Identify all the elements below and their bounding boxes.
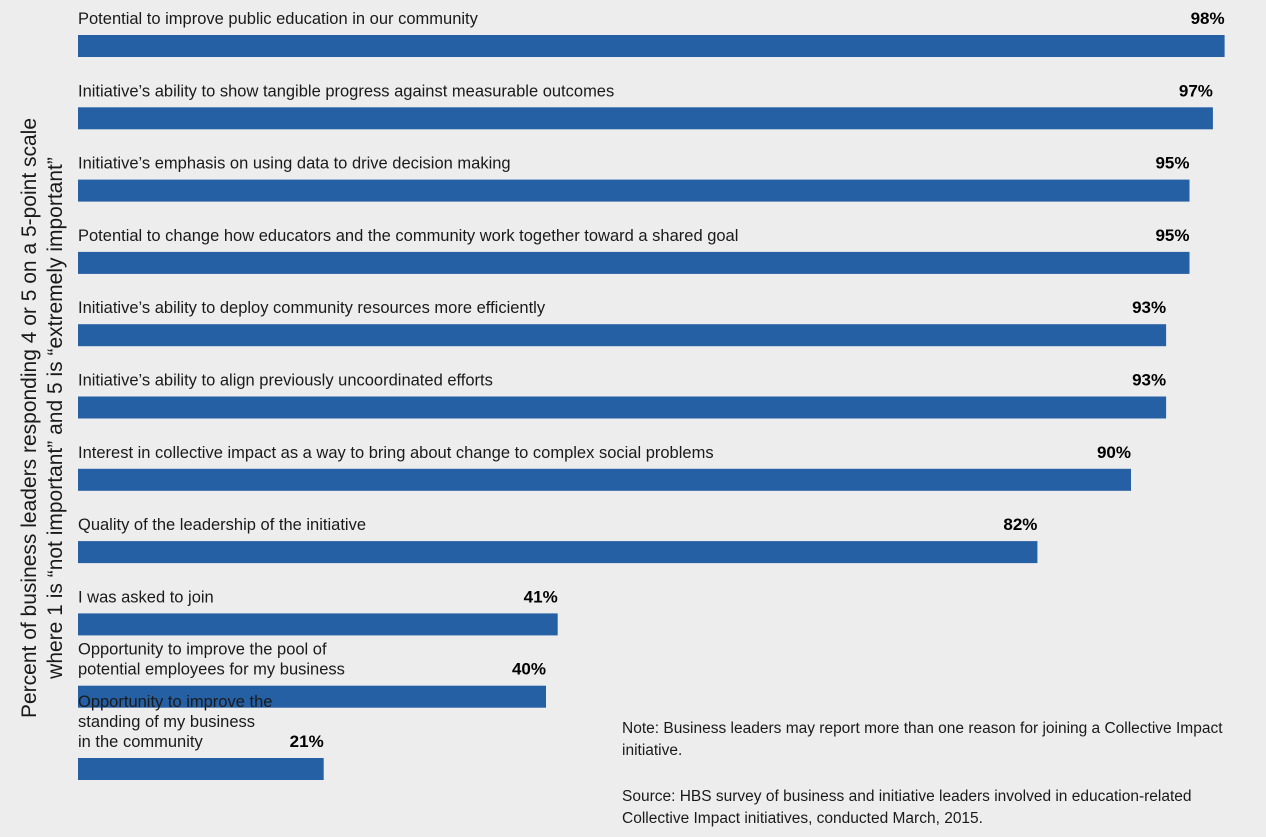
bar bbox=[78, 251, 1190, 274]
bars-group: Potential to improve public education in… bbox=[78, 9, 1225, 780]
bar bbox=[78, 468, 1131, 491]
value-label: 21% bbox=[290, 732, 324, 751]
category-label: Initiative’s emphasis on using data to d… bbox=[78, 155, 511, 173]
category-label: Potential to change how educators and th… bbox=[78, 227, 738, 245]
category-label: Initiative’s ability to align previously… bbox=[78, 372, 493, 390]
y-axis-title-line: Percent of business leaders responding 4… bbox=[18, 118, 41, 718]
value-label: 90% bbox=[1097, 443, 1131, 462]
bar bbox=[78, 324, 1167, 347]
category-label: Opportunity to improve the bbox=[78, 693, 272, 711]
value-label: 97% bbox=[1179, 81, 1213, 100]
value-label: 95% bbox=[1155, 154, 1189, 173]
value-label: 95% bbox=[1155, 226, 1189, 245]
value-label: 41% bbox=[524, 587, 558, 606]
category-label: in the community bbox=[78, 733, 203, 751]
y-axis-title: Percent of business leaders responding 4… bbox=[18, 118, 67, 718]
chart-note: Note: Business leaders may report more t… bbox=[622, 720, 1223, 759]
category-label: potential employees for my business bbox=[78, 661, 345, 679]
category-label: Potential to improve public education in… bbox=[78, 10, 479, 28]
category-label: Quality of the leadership of the initiat… bbox=[78, 516, 366, 534]
category-label: Opportunity to improve the pool of bbox=[78, 641, 327, 659]
bar bbox=[78, 107, 1213, 130]
value-label: 82% bbox=[1003, 515, 1037, 534]
category-label: Initiative’s ability to show tangible pr… bbox=[78, 82, 614, 100]
category-label: standing of my business bbox=[78, 713, 255, 731]
category-label: Initiative’s ability to deploy community… bbox=[78, 299, 546, 317]
bar bbox=[78, 179, 1190, 202]
bar bbox=[78, 35, 1225, 57]
value-label: 98% bbox=[1191, 9, 1225, 28]
bar bbox=[78, 541, 1038, 564]
value-label: 93% bbox=[1132, 371, 1166, 390]
y-axis-title-line: where 1 is “not important” and 5 is “ext… bbox=[44, 157, 67, 680]
chart-source: Source: HBS survey of business and initi… bbox=[622, 788, 1192, 827]
category-label: I was asked to join bbox=[78, 588, 214, 606]
bar bbox=[78, 613, 558, 636]
value-label: 93% bbox=[1132, 298, 1166, 317]
bar bbox=[78, 685, 546, 708]
value-label: 40% bbox=[512, 660, 546, 679]
category-label: Interest in collective impact as a way t… bbox=[78, 444, 714, 462]
bar bbox=[78, 758, 324, 780]
bar bbox=[78, 396, 1167, 419]
